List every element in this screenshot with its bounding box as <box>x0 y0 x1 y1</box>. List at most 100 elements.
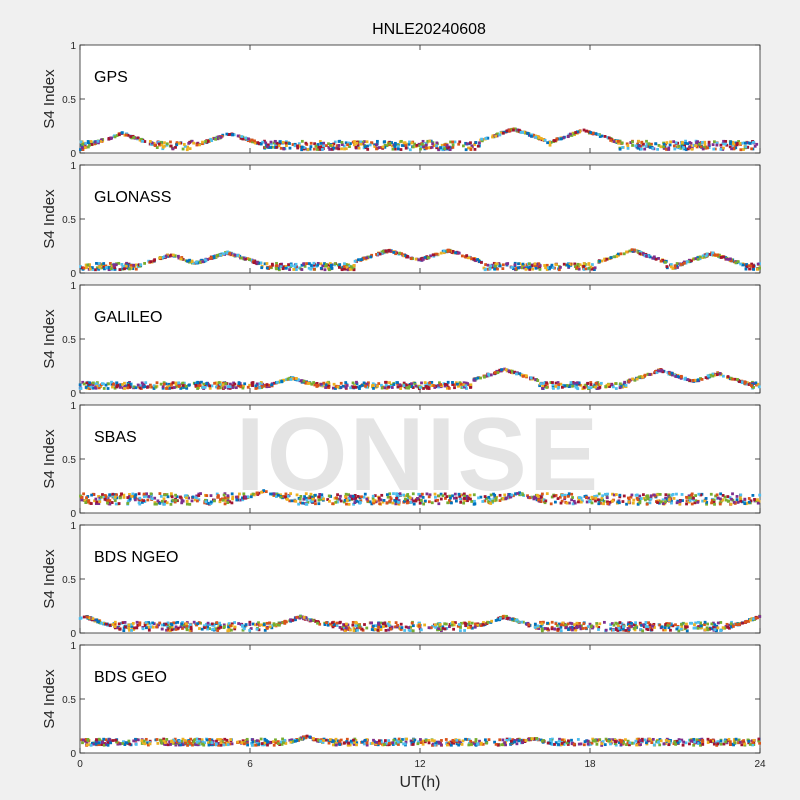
data-point <box>377 496 381 500</box>
data-point <box>381 500 385 504</box>
data-point <box>164 500 167 504</box>
data-point <box>457 142 461 146</box>
data-point <box>400 626 404 629</box>
data-point <box>163 493 166 497</box>
data-point <box>133 496 137 500</box>
data-point <box>585 385 589 389</box>
data-point <box>309 267 313 271</box>
data-point <box>218 386 222 390</box>
data-point <box>214 137 217 141</box>
data-point <box>365 256 369 260</box>
data-point <box>143 624 147 627</box>
data-point <box>91 617 95 621</box>
data-point <box>226 629 230 633</box>
data-point <box>356 628 359 632</box>
data-point <box>222 623 226 627</box>
data-point <box>323 623 327 626</box>
data-point <box>321 264 325 268</box>
data-point <box>648 623 652 627</box>
data-point <box>248 623 252 626</box>
data-point <box>312 147 316 151</box>
data-point <box>109 739 112 743</box>
data-point <box>483 499 487 503</box>
data-point <box>729 376 733 380</box>
data-point <box>498 616 502 620</box>
data-point <box>166 743 170 747</box>
data-point <box>244 623 248 626</box>
data-point <box>197 621 201 624</box>
data-point <box>631 377 634 381</box>
data-point <box>443 383 447 386</box>
data-point <box>108 499 112 502</box>
data-point <box>745 263 749 266</box>
data-point <box>400 252 403 256</box>
data-point <box>347 502 351 506</box>
data-point <box>526 494 529 498</box>
data-point <box>526 266 530 270</box>
data-point <box>395 739 399 743</box>
y-tick-label: 0 <box>70 149 76 160</box>
data-point <box>567 492 571 496</box>
data-point <box>338 497 342 501</box>
data-point <box>479 376 482 380</box>
data-point <box>182 381 186 385</box>
data-point <box>436 622 440 626</box>
data-point <box>264 141 268 145</box>
data-point <box>687 494 691 498</box>
data-point <box>206 501 210 505</box>
data-point <box>163 502 166 506</box>
data-point <box>228 385 232 389</box>
data-point <box>540 492 544 496</box>
data-point <box>225 251 229 255</box>
data-point <box>693 501 697 505</box>
data-point <box>582 385 586 389</box>
data-point <box>340 141 344 144</box>
data-point <box>313 383 317 387</box>
data-point <box>149 492 153 496</box>
data-point <box>164 382 168 386</box>
data-point <box>348 264 352 268</box>
data-point <box>623 380 627 384</box>
data-point <box>543 138 547 142</box>
data-point <box>147 628 151 632</box>
data-point <box>215 621 219 624</box>
data-point <box>650 628 654 632</box>
data-point <box>610 383 614 387</box>
data-point <box>177 254 180 258</box>
data-point <box>382 625 385 629</box>
data-point <box>586 382 590 385</box>
data-point <box>393 147 397 151</box>
data-point <box>539 620 542 624</box>
data-point <box>447 146 450 150</box>
data-point <box>739 498 743 502</box>
data-point <box>704 376 708 380</box>
data-point <box>236 134 240 138</box>
data-point <box>236 254 240 257</box>
data-point <box>696 626 700 630</box>
data-point <box>639 147 643 151</box>
data-point <box>102 265 106 269</box>
data-point <box>567 628 570 631</box>
data-point <box>472 378 476 382</box>
data-point <box>730 625 734 629</box>
data-point <box>639 253 643 256</box>
data-point <box>468 493 472 497</box>
data-point <box>533 622 537 626</box>
data-point <box>501 615 505 618</box>
data-point <box>159 494 163 498</box>
data-point <box>79 148 82 152</box>
data-point <box>536 379 540 382</box>
data-point <box>336 385 340 389</box>
data-point <box>390 141 394 144</box>
data-point <box>603 257 606 261</box>
data-point <box>187 141 191 145</box>
data-point <box>161 145 165 149</box>
data-point <box>239 385 243 389</box>
data-point <box>309 492 313 496</box>
data-point <box>223 496 227 500</box>
data-point <box>387 624 391 628</box>
data-point <box>204 498 207 502</box>
data-point <box>240 256 243 260</box>
data-point <box>301 501 305 505</box>
